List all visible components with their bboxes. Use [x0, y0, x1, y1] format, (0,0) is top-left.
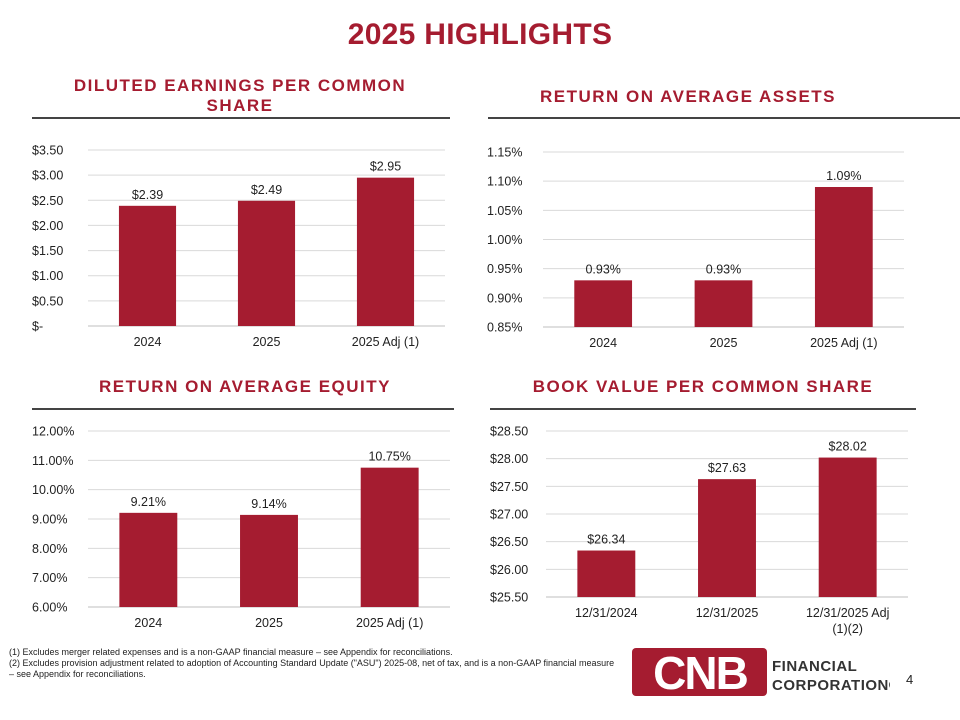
- title-underline: [32, 408, 454, 410]
- bar: [818, 457, 877, 597]
- bar: [694, 280, 753, 327]
- y-tick-label: 0.85%: [487, 321, 522, 335]
- y-tick-label: $28.00: [490, 452, 528, 466]
- bar: [698, 479, 756, 597]
- y-tick-label: $2.00: [32, 219, 63, 233]
- page-number: 4: [906, 672, 914, 687]
- bar: [119, 512, 178, 607]
- x-tick-label: 2025: [253, 335, 281, 349]
- bar: [118, 205, 177, 326]
- data-label: 0.93%: [585, 262, 620, 276]
- panel-book-value-per-share: BOOK VALUE PER COMMON SHARE $25.50 $26.00…: [488, 376, 918, 646]
- data-label: $26.34: [587, 533, 625, 547]
- cnb-logo-mark: CNB: [632, 647, 767, 699]
- x-tick-label: 12/31/2025: [696, 606, 759, 620]
- x-tick-label: 2024: [589, 336, 617, 350]
- logo-financial-text: FINANCIAL: [772, 658, 857, 675]
- chart-diluted-eps: $- $0.50 $1.00 $1.50 $2.00 $2.50 $3.00 $3.50 $2.…: [32, 144, 445, 349]
- chart-title-roae: RETURN ON AVERAGE EQUITY: [99, 377, 391, 396]
- x-tick-label: 2025: [255, 616, 283, 630]
- y-tick-label: 10.00%: [32, 483, 74, 497]
- x-tick-label: 2025: [710, 336, 738, 350]
- bar: [577, 550, 636, 597]
- y-tick-label: $27.50: [490, 480, 528, 494]
- data-label: $2.49: [251, 183, 282, 197]
- panel-return-on-average-equity: RETURN ON AVERAGE EQUITY 6.00% 7.00% 8.00%…: [30, 376, 460, 646]
- chart-roaa: 0.85% 0.90% 0.95% 1.00% 1.05% 1.10% 1.15% 0.93%…: [487, 146, 904, 350]
- y-tick-label: 1.00%: [487, 233, 522, 247]
- y-tick-label: $0.50: [32, 294, 63, 308]
- cnb-logo: CNB FINANCIAL CORPORATION®: [632, 647, 890, 699]
- chart-title-book-value: BOOK VALUE PER COMMON SHARE: [532, 377, 874, 396]
- y-tick-label: $-: [32, 320, 43, 334]
- data-label: $2.95: [370, 160, 401, 174]
- y-tick-label: $26.50: [490, 535, 528, 549]
- bar: [240, 514, 298, 607]
- y-tick-label: 1.10%: [487, 175, 522, 189]
- y-tick-label: 7.00%: [32, 571, 67, 585]
- y-tick-label: 1.05%: [487, 204, 522, 218]
- y-tick-label: $28.50: [490, 425, 528, 439]
- data-label: $27.63: [708, 461, 746, 475]
- bar: [360, 467, 419, 607]
- y-tick-label: 11.00%: [32, 454, 73, 468]
- x-tick-label: 2025 Adj (1): [356, 616, 423, 630]
- y-tick-label: 8.00%: [32, 542, 67, 556]
- x-tick-label: 2025 Adj (1): [352, 335, 419, 349]
- bar: [574, 280, 633, 327]
- x-tick-label: 2024: [134, 335, 162, 349]
- chart-title-roaa: RETURN ON AVERAGE ASSETS: [539, 87, 837, 106]
- panel-diluted-eps: DILUTED EARNINGS PER COMMON SHARE $- $0.5…: [30, 72, 450, 362]
- data-label: $2.39: [132, 188, 163, 202]
- y-tick-label: $1.50: [32, 244, 63, 258]
- chart-title-diluted-eps: DILUTED EARNINGS PER COMMON SHARE: [73, 76, 407, 115]
- bar: [237, 200, 296, 326]
- cnb-logo-letters: CNB: [653, 647, 747, 699]
- data-label: 0.93%: [706, 262, 741, 276]
- logo-corporation-text: CORPORATION®: [772, 677, 890, 694]
- x-tick-label: 2025 Adj (1): [810, 336, 877, 350]
- footnote-1: (1) Excludes merger related expenses and…: [9, 647, 453, 657]
- footnotes: (1) Excludes merger related expenses and…: [9, 647, 619, 680]
- y-tick-label: $1.00: [32, 269, 63, 283]
- data-label: 10.75%: [368, 450, 410, 464]
- y-tick-label: $26.00: [490, 563, 528, 577]
- x-tick-label: 12/31/2025 Adj (1)(2): [806, 606, 889, 636]
- page-title: 2025 HIGHLIGHTS: [347, 18, 613, 51]
- title-underline: [32, 117, 450, 119]
- chart-roae: 6.00% 7.00% 8.00% 9.00% 10.00% 11.00% 12.00% 9.…: [32, 425, 450, 630]
- y-tick-label: 9.00%: [32, 513, 67, 527]
- y-tick-label: $25.50: [490, 591, 528, 605]
- chart-book-value: $25.50 $26.00 $26.50 $27.00 $27.50 $28.00 $28.…: [490, 425, 908, 636]
- title-underline: [488, 117, 960, 119]
- data-label: 9.14%: [251, 497, 286, 511]
- data-label: 1.09%: [826, 169, 861, 183]
- panel-return-on-average-assets: RETURN ON AVERAGE ASSETS 0.85% 0.90% 0.95%…: [487, 72, 960, 362]
- footnote-2: (2) Excludes provision adjustment relate…: [9, 658, 615, 679]
- y-tick-label: 12.00%: [32, 425, 74, 439]
- title-underline: [490, 408, 916, 410]
- data-label: 9.21%: [131, 495, 166, 509]
- y-tick-label: $27.00: [490, 508, 528, 522]
- x-tick-label: 2024: [134, 616, 162, 630]
- y-tick-label: $3.50: [32, 144, 63, 158]
- y-tick-label: $3.00: [32, 169, 63, 183]
- y-tick-label: 0.90%: [487, 291, 522, 305]
- y-tick-label: 6.00%: [32, 601, 67, 615]
- bar: [814, 187, 873, 327]
- bar: [356, 177, 415, 326]
- y-tick-label: 0.95%: [487, 262, 522, 276]
- data-label: $28.02: [829, 440, 867, 454]
- x-tick-label: 12/31/2024: [575, 606, 638, 620]
- y-tick-label: $2.50: [32, 194, 63, 208]
- y-tick-label: 1.15%: [487, 146, 522, 160]
